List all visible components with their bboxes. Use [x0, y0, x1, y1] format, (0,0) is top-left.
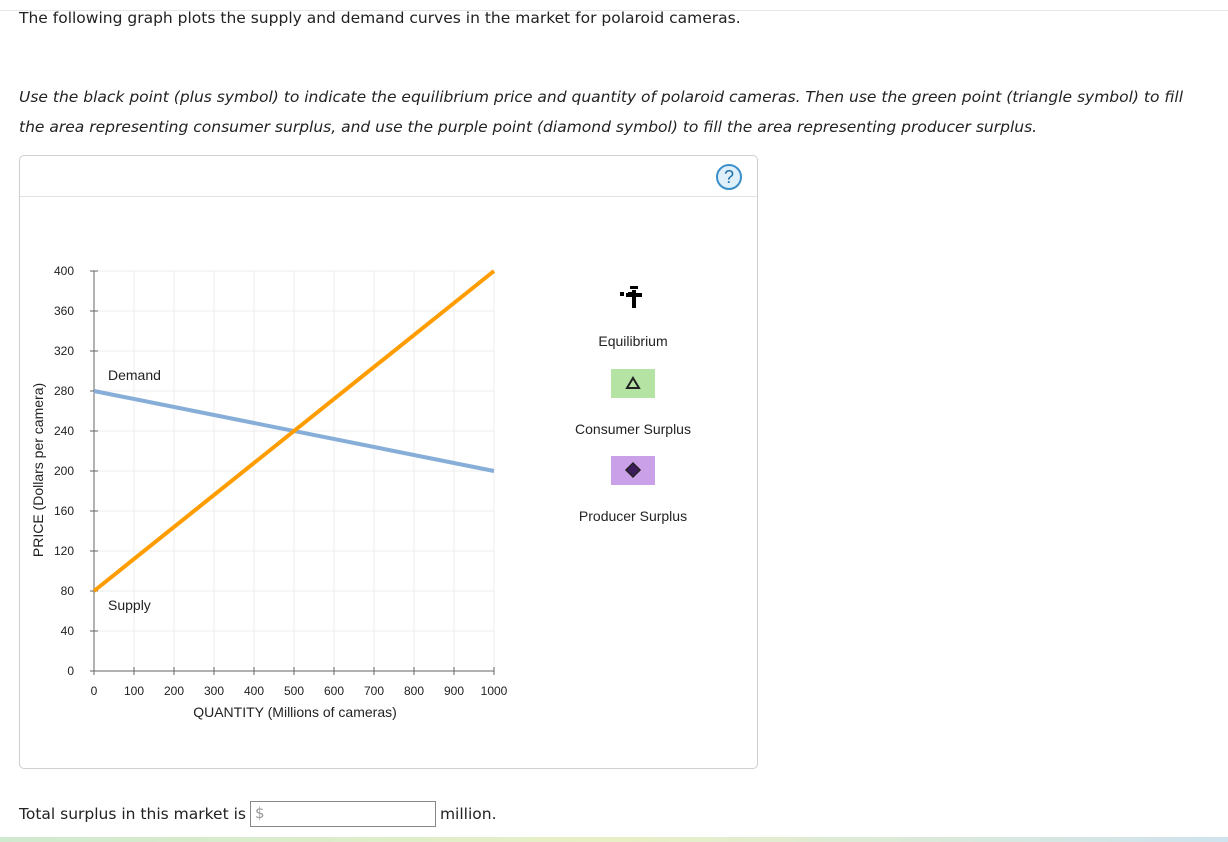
top-divider — [0, 10, 1228, 11]
bottom-accent-bar — [0, 837, 1228, 842]
total-surplus-prompt: Total surplus in this market is — [19, 805, 246, 823]
demand-curve-label: Demand — [108, 367, 161, 383]
y-tick-label: 0 — [67, 664, 74, 678]
x-tick-label: 500 — [284, 684, 304, 698]
y-tick-label: 320 — [54, 344, 74, 358]
x-tick-label: 200 — [164, 684, 184, 698]
equilibrium-tool[interactable] — [620, 286, 642, 308]
producer-surplus-tool[interactable] — [611, 456, 655, 485]
x-tick-label: 700 — [364, 684, 384, 698]
total-surplus-input[interactable] — [266, 803, 431, 825]
supply-curve[interactable] — [92, 269, 496, 593]
y-tick-label: 160 — [54, 504, 74, 518]
y-tick-label: 400 — [54, 264, 74, 278]
x-tick-label: 400 — [244, 684, 264, 698]
consumer-surplus-tool[interactable] — [611, 369, 655, 398]
y-tick-label: 80 — [61, 584, 75, 598]
y-tick-label: 200 — [54, 464, 74, 478]
plus-icon — [620, 286, 642, 308]
x-tick-label: 300 — [204, 684, 224, 698]
x-tick-label: 100 — [124, 684, 144, 698]
graph-area[interactable]: 0 100 200 300 400 500 600 700 800 900 1000 0 40 80 12… — [20, 156, 757, 768]
y-tick-label: 40 — [61, 624, 75, 638]
x-tick-label: 600 — [324, 684, 344, 698]
x-tick-label: 900 — [444, 684, 464, 698]
triangle-icon — [625, 376, 641, 389]
x-tick-label: 1000 — [481, 684, 508, 698]
consumer-surplus-label: Consumer Surplus — [575, 421, 691, 437]
instructions-text: Use the black point (plus symbol) to ind… — [19, 88, 1184, 136]
currency-symbol: $ — [254, 804, 265, 822]
x-tick-label: 0 — [91, 684, 98, 698]
x-tick-label: 800 — [404, 684, 424, 698]
total-surplus-unit: million. — [439, 805, 497, 823]
y-tick-label: 120 — [54, 544, 74, 558]
y-axis-ticks: 0 40 80 120 160 200 240 280 320 360 400 — [54, 264, 98, 678]
intro-text: The following graph plots the supply and… — [19, 9, 741, 27]
producer-surplus-label: Producer Surplus — [578, 508, 688, 524]
total-surplus-row: Total surplus in this market is $ millio… — [19, 800, 497, 828]
x-axis-label: QUANTITY (Millions of cameras) — [193, 704, 397, 720]
consumer-surplus-swatch — [611, 369, 655, 398]
x-axis-ticks: 0 100 200 300 400 500 600 700 800 900 1000 — [91, 667, 508, 698]
y-tick-label: 280 — [54, 384, 74, 398]
chart-curves[interactable]: Demand Supply — [92, 269, 496, 613]
y-axis-label: PRICE (Dollars per camera) — [30, 383, 46, 557]
supply-curve-label: Supply — [108, 597, 151, 613]
y-tick-label: 240 — [54, 424, 74, 438]
help-button[interactable]: ? — [716, 164, 742, 190]
graph-panel: ? 0 100 200 300 400 500 600 700 800 900 1000 0 40 80… — [19, 155, 758, 769]
graph-panel-header: ? — [20, 156, 757, 197]
diamond-icon — [624, 461, 642, 479]
equilibrium-label: Equilibrium — [598, 333, 668, 349]
total-surplus-field[interactable]: $ — [249, 801, 436, 827]
y-tick-label: 360 — [54, 304, 74, 318]
chart-grid — [94, 270, 495, 671]
